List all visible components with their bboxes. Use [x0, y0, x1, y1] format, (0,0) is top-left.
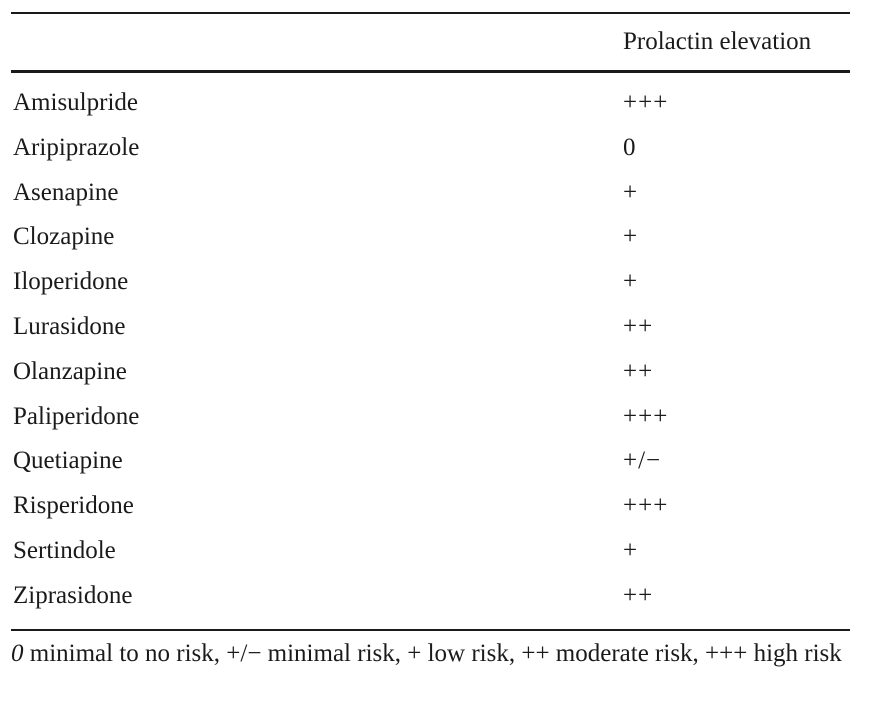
drug-name: Iloperidone	[13, 268, 129, 296]
prolactin-risk: ++	[623, 357, 654, 385]
drug-name: Aripiprazole	[13, 133, 140, 161]
drug-name: Quetiapine	[13, 447, 123, 475]
drug-name: Paliperidone	[13, 402, 140, 430]
table-body: Amisulpride +++ Aripiprazole 0 Asenapine…	[11, 73, 850, 629]
prolactin-risk: +++	[623, 402, 669, 430]
drug-name: Ziprasidone	[13, 581, 133, 609]
prolactin-risk: +++	[623, 492, 669, 520]
table-bottom-rule	[11, 628, 850, 631]
table-row: Iloperidone +	[11, 264, 850, 309]
drug-name: Amisulpride	[13, 89, 138, 116]
table-row: Asenapine +	[11, 175, 850, 220]
drug-name: Clozapine	[13, 223, 115, 251]
table-row: Amisulpride +++	[11, 85, 850, 130]
drug-name: Sertindole	[13, 536, 116, 564]
drug-name: Asenapine	[13, 178, 119, 206]
table-row: Paliperidone +++	[11, 399, 850, 444]
prolactin-risk: +	[623, 223, 639, 251]
table-row: Clozapine +	[11, 219, 850, 264]
prolactin-risk: +++	[623, 89, 669, 116]
table-top-rule	[11, 12, 850, 14]
footnote-text: minimal to no risk, +/− minimal risk, + …	[23, 640, 842, 667]
table-row: Ziprasidone ++	[11, 578, 850, 623]
prolactin-risk: +	[623, 268, 639, 296]
table-header-row: Prolactin elevation	[11, 14, 850, 70]
table-row: Aripiprazole 0	[11, 130, 850, 175]
table-row: Olanzapine ++	[11, 354, 850, 399]
footnote-zero-symbol: 0	[11, 640, 24, 667]
drug-name: Lurasidone	[13, 312, 126, 340]
prolactin-risk: +	[623, 178, 639, 206]
table-row: Quetiapine +/−	[11, 443, 850, 488]
prolactin-table: Prolactin elevation Amisulpride +++ Arip…	[11, 12, 850, 631]
prolactin-risk: +/−	[623, 447, 662, 475]
prolactin-risk: ++	[623, 312, 654, 340]
column-header-prolactin-elevation: Prolactin elevation	[623, 28, 812, 55]
prolactin-risk: +	[623, 536, 639, 564]
table-row: Lurasidone ++	[11, 309, 850, 354]
drug-name: Olanzapine	[13, 357, 127, 385]
table-row: Sertindole +	[11, 533, 850, 578]
prolactin-risk: ++	[623, 581, 654, 609]
table-header-rule	[11, 70, 850, 73]
table-row: Risperidone +++	[11, 488, 850, 533]
prolactin-risk: 0	[623, 133, 637, 161]
drug-name: Risperidone	[13, 492, 134, 520]
table-footnote: 0 minimal to no risk, +/− minimal risk, …	[11, 636, 850, 672]
